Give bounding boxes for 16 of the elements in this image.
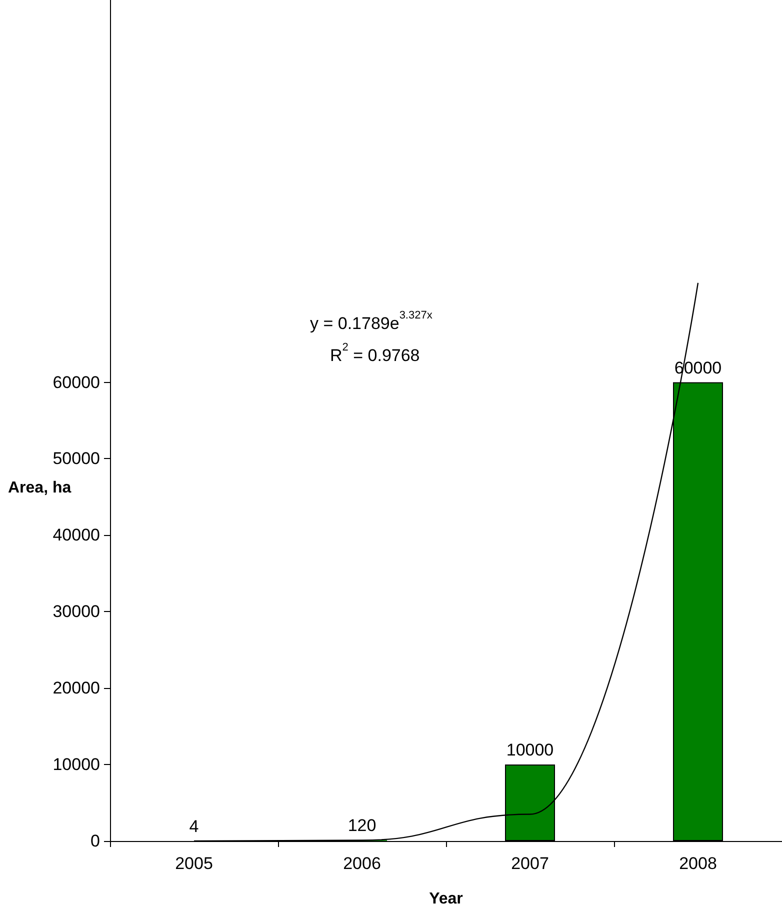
x-tick-label: 2005	[175, 854, 213, 873]
data-label: 120	[348, 816, 376, 836]
y-tick-label: 0	[90, 832, 100, 850]
x-tick-label: 2007	[511, 854, 549, 873]
data-label: 4	[189, 816, 199, 836]
y-tick-label: 30000	[52, 602, 100, 622]
x-axis-title: Year	[429, 890, 463, 908]
x-tick-label: 2008	[679, 854, 717, 873]
data-label: 10000	[506, 740, 554, 760]
y-tick-label: 20000	[52, 678, 100, 698]
y-tick-label: 60000	[52, 372, 100, 392]
x-tick-label: 2006	[343, 854, 381, 873]
y-tick-label: 10000	[52, 755, 100, 774]
y-tick-label: 50000	[52, 449, 100, 468]
y-axis-title: Area, ha	[8, 480, 72, 496]
y-tick-label: 40000	[52, 526, 100, 545]
